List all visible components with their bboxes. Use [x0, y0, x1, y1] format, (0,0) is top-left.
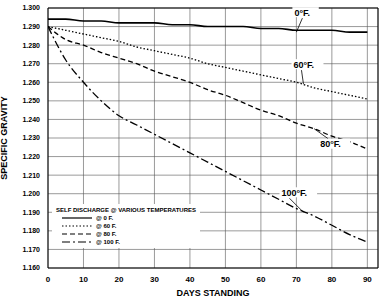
html-text:SELF DISCHARGE @ VARIOUS TEMPE: SELF DISCHARGE @ VARIOUS TEMPERATURES	[56, 207, 196, 213]
svg-text:1.250: 1.250	[22, 97, 40, 104]
svg-text:DAYS STANDING: DAYS STANDING	[176, 288, 249, 298]
svg-text:20: 20	[115, 275, 124, 284]
svg-text:60°F.: 60°F.	[293, 60, 314, 70]
svg-text:1.220: 1.220	[22, 153, 40, 160]
html-text:@ 60 F.: @ 60 F.	[96, 223, 117, 229]
svg-text:1.260: 1.260	[22, 79, 40, 86]
svg-text:1.300: 1.300	[22, 4, 40, 11]
svg-text:1.240: 1.240	[22, 116, 40, 123]
html-text:@ 0 F.: @ 0 F.	[96, 215, 114, 221]
svg-text:1.280: 1.280	[22, 42, 40, 49]
svg-text:10: 10	[79, 275, 88, 284]
svg-text:1.270: 1.270	[22, 60, 40, 67]
svg-text:70: 70	[292, 275, 301, 284]
svg-text:60: 60	[256, 275, 265, 284]
svg-text:1.230: 1.230	[22, 134, 40, 141]
svg-text:0: 0	[46, 275, 51, 284]
svg-text:80°F.: 80°F.	[320, 139, 341, 149]
svg-text:80: 80	[327, 275, 336, 284]
svg-text:1.210: 1.210	[22, 172, 40, 179]
svg-text:1.190: 1.190	[22, 209, 40, 216]
svg-text:100°F.: 100°F.	[281, 188, 307, 198]
html-text:@ 100 F.: @ 100 F.	[96, 239, 120, 245]
svg-text:1.290: 1.290	[22, 23, 40, 30]
svg-text:90: 90	[363, 275, 372, 284]
svg-text:SPECIFIC GRAVITY: SPECIFIC GRAVITY	[8, 96, 9, 179]
svg-text:50: 50	[221, 275, 230, 284]
svg-text:0°F.: 0°F.	[294, 8, 310, 18]
html-text:@ 80 F.: @ 80 F.	[96, 231, 117, 237]
svg-text:1.200: 1.200	[22, 190, 40, 197]
svg-text:1.160: 1.160	[22, 264, 40, 271]
svg-text:1.180: 1.180	[22, 227, 40, 234]
svg-text:1.170: 1.170	[22, 246, 40, 253]
svg-text:40: 40	[185, 275, 194, 284]
svg-text:30: 30	[150, 275, 159, 284]
